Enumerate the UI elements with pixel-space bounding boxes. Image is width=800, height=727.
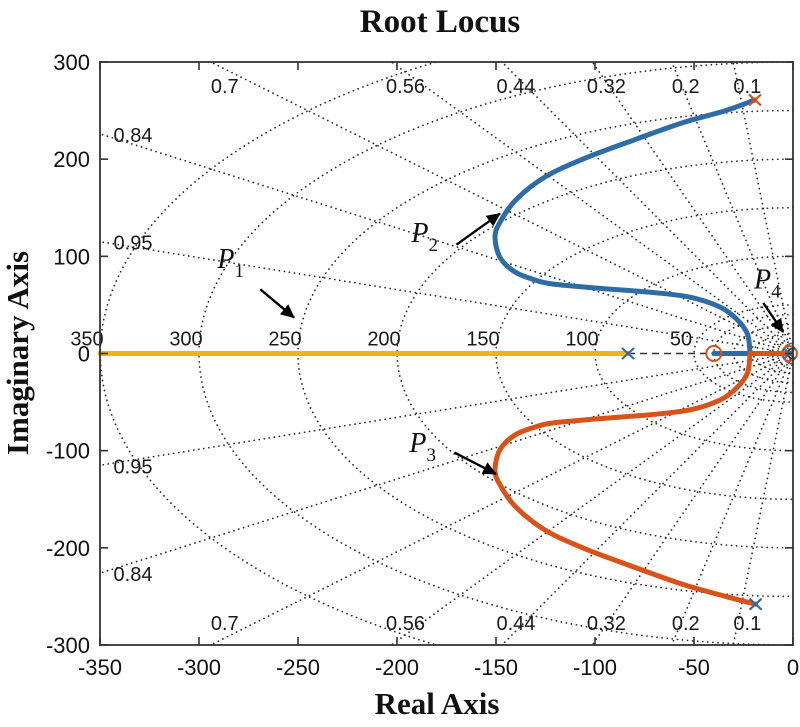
x-axis-label: Real Axis [375, 686, 500, 721]
x-tick-label: -150 [474, 655, 518, 680]
natural-frequency-label: 100 [565, 329, 598, 351]
natural-frequency-label: 150 [466, 329, 499, 351]
pole-marker [748, 93, 762, 107]
zero-marker [705, 345, 723, 362]
annotation-label-p4: P4 [753, 265, 781, 303]
locus-branch-p3 [492, 351, 759, 607]
damping-ratio-line [390, 62, 793, 355]
natural-frequency-arc [693, 304, 793, 403]
natural-frequency-arc [768, 340, 793, 367]
x-tick-label: -50 [678, 655, 710, 680]
natural-frequency-label: 300 [169, 329, 202, 351]
annotation-arrow-p4 [762, 302, 785, 333]
damping-label: 0.44 [496, 613, 535, 635]
damping-label: 0.95 [114, 456, 153, 478]
y-tick-label: 0 [78, 342, 90, 367]
y-tick-label: 300 [53, 50, 90, 75]
natural-frequency-label: 350 [70, 329, 103, 351]
damping-label: 0.7 [211, 76, 239, 98]
grid-labels: 0.1 0.1 0.2 0.2 0.32 0.32 0.44 0.44 0.56 0.56 0.7 0… [70, 76, 761, 635]
damping-ratio-line [732, 352, 793, 645]
damping-label: 0.1 [733, 76, 761, 98]
x-tick-label: -250 [276, 655, 320, 680]
damping-label: 0.32 [587, 613, 626, 635]
damping-label: 0.7 [211, 613, 239, 635]
x-tick-label: -350 [78, 655, 122, 680]
y-tick-label: -100 [46, 439, 90, 464]
zero-marker [780, 345, 798, 362]
annotation-arrow-p3 [453, 451, 497, 476]
locus-branch-p2 [492, 97, 758, 356]
chart-title: Root Locus [360, 4, 521, 40]
damping-label: 0.2 [672, 613, 700, 635]
damping-ratio-line [209, 352, 793, 645]
annotation-label-p2: P2 [410, 218, 438, 256]
damping-ratio-line [732, 62, 793, 355]
damping-label: 0.44 [496, 76, 535, 98]
damping-ratio-line [670, 352, 793, 645]
natural-frequency-label: 200 [367, 329, 400, 351]
axes-box: -350 -300 -250 -200 -150 -100 -50 0-300-200-100… [46, 50, 799, 680]
damping-label: 0.84 [114, 564, 153, 586]
y-axis-label: Imaginary Axis [0, 251, 35, 455]
damping-label: 0.1 [733, 613, 761, 635]
damping-ratio-line [390, 352, 793, 645]
pole-marker [748, 597, 763, 611]
damping-ratio-line [209, 62, 793, 355]
natural-frequency-label: 250 [268, 329, 301, 351]
natural-frequency-label: 50 [670, 329, 692, 351]
y-tick-label: 200 [53, 147, 90, 172]
damping-label: 0.56 [386, 76, 425, 98]
x-tick-label: -100 [573, 655, 617, 680]
damping-label: 0.84 [114, 125, 153, 147]
x-tick-label: 0 [787, 655, 799, 680]
natural-frequency-arc [712, 313, 793, 394]
annotation-label-p1: P1 [216, 244, 244, 282]
damping-ratio-line [591, 62, 793, 355]
damping-ratio-line [670, 62, 793, 355]
damping-ratio-line [100, 352, 793, 575]
damping-ratio-line [591, 352, 793, 645]
damping-ratio-line [100, 240, 793, 355]
y-tick-label: -200 [46, 536, 90, 561]
x-tick-label: -200 [375, 655, 419, 680]
y-tick-label: 100 [53, 244, 90, 269]
pole-marker [621, 347, 635, 360]
damping-label: 0.2 [672, 76, 700, 98]
damping-label: 0.95 [114, 233, 153, 255]
plot-area: 0.1 0.1 0.2 0.2 0.32 0.32 0.44 0.44 0.56 0.56 0.7 0… [46, 50, 799, 680]
annotation-arrow-p1 [259, 288, 295, 319]
damping-label: 0.56 [386, 613, 425, 635]
damping-label: 0.32 [587, 76, 626, 98]
y-tick-label: -300 [46, 633, 90, 658]
annotation-arrow-p2 [455, 212, 501, 246]
x-tick-label: -300 [177, 655, 221, 680]
damping-ratio-line [100, 352, 793, 467]
damping-ratio-line [100, 132, 793, 355]
